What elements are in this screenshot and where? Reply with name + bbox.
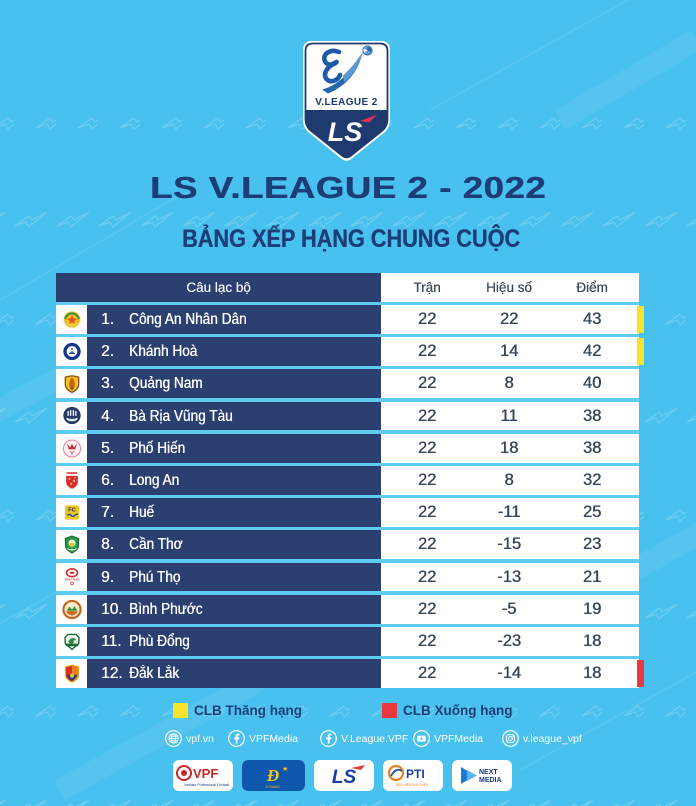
svg-text:PTI: PTI: [406, 767, 425, 781]
svg-text:VPF: VPF: [193, 766, 218, 781]
svg-text:DYNAMIC: DYNAMIC: [266, 785, 281, 789]
svg-text:LS: LS: [332, 767, 357, 788]
svg-text:LS: LS: [328, 117, 363, 147]
svg-text:Vietnam Professional Football: Vietnam Professional Football: [184, 783, 229, 787]
svg-text:BẢO HIỂM BƯU ĐIỆN: BẢO HIỂM BƯU ĐIỆN: [396, 782, 429, 787]
svg-text:FC: FC: [68, 508, 77, 514]
svg-text:Đ: Đ: [266, 766, 279, 785]
svg-text:MEDIA: MEDIA: [479, 777, 502, 784]
svg-text:V.LEAGUE 2: V.LEAGUE 2: [315, 97, 378, 108]
svg-text:PHÚ THỌ: PHÚ THỌ: [65, 577, 79, 582]
svg-text:★: ★: [282, 765, 288, 773]
svg-text:NEXT: NEXT: [479, 769, 498, 776]
